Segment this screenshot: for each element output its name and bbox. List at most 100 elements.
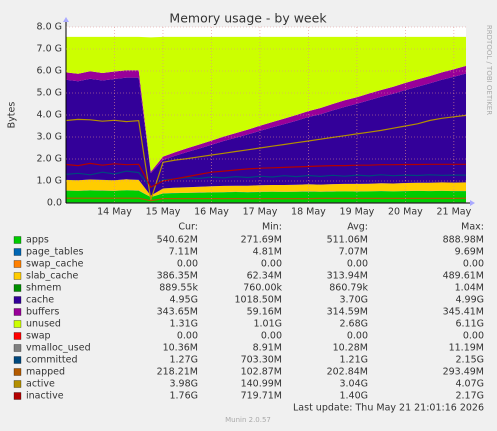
stat-value: 0.00 (463, 259, 484, 270)
legend-swatch (13, 332, 22, 340)
stat-value: 0.00 (177, 259, 198, 270)
stat-value: 7.07M (339, 247, 368, 258)
legend-label: committed (26, 355, 78, 366)
last-update: Last update: Thu May 21 21:01:16 2026 (293, 403, 484, 414)
legend-label: cache (26, 295, 54, 306)
stat-value: 59.16M (247, 307, 282, 318)
legend-swatch (13, 284, 22, 292)
legend-label: unused (26, 319, 61, 330)
y-tick-label: 6.0 G (37, 66, 63, 77)
legend-swatch (13, 344, 22, 352)
area-apps (66, 190, 466, 203)
stat-value: 0.00 (261, 259, 282, 270)
stat-value: 889.55k (159, 283, 198, 294)
legend-swatch (13, 308, 22, 316)
x-tick-label: 19 May (340, 207, 375, 218)
stat-value: 1.04M (455, 283, 484, 294)
stat-value: 218.21M (157, 367, 198, 378)
stat-value: 4.99G (455, 295, 484, 306)
x-tick-label: 17 May (243, 207, 278, 218)
y-tick-label: 8.0 G (37, 22, 63, 33)
version: Munin 2.0.57 (225, 416, 271, 424)
line-active (65, 114, 467, 201)
stat-value: 11.19M (449, 343, 484, 354)
stat-header: Min: (262, 222, 282, 233)
stat-value: 3.70G (339, 295, 368, 306)
x-arrow (470, 200, 475, 206)
legend-label: inactive (26, 391, 64, 402)
stat-value: 0.00 (261, 331, 282, 342)
x-tick-label: 16 May (194, 207, 229, 218)
stat-value: 314.59M (327, 307, 368, 318)
legend-swatch (13, 248, 22, 256)
stat-value: 0.00 (347, 259, 368, 270)
stat-value: 8.91M (253, 343, 282, 354)
y-tick-label: 1.0 G (37, 176, 63, 187)
stat-value: 540.62M (157, 235, 198, 246)
stat-value: 1.27G (169, 355, 198, 366)
x-tick-label: 21 May (437, 207, 472, 218)
legend-swatch (13, 272, 22, 280)
stat-value: 1.76G (169, 391, 198, 402)
legend-label: active (26, 379, 55, 390)
stat-value: 4.95G (169, 295, 198, 306)
y-tick-label: 3.0 G (37, 132, 63, 143)
stat-value: 9.69M (455, 247, 484, 258)
stat-value: 3.98G (169, 379, 198, 390)
legend-swatch (13, 380, 22, 388)
x-tick-label: 15 May (146, 207, 181, 218)
stat-value: 313.94M (327, 271, 368, 282)
x-tick-label: 18 May (291, 207, 326, 218)
legend-swatch (13, 236, 22, 244)
stat-value: 343.65M (157, 307, 198, 318)
line-inactive (65, 162, 466, 189)
legend-label: page_tables (26, 247, 84, 258)
stat-value: 1.21G (339, 355, 368, 366)
stat-value: 293.49M (443, 367, 484, 378)
stat-header: Avg: (347, 222, 368, 233)
legend-swatch (13, 368, 22, 376)
stat-value: 511.06M (327, 235, 368, 246)
stat-value: 102.87M (241, 367, 282, 378)
area-buffers (66, 65, 466, 174)
stat-value: 6.11G (455, 319, 484, 330)
stat-value: 4.81M (253, 247, 282, 258)
x-tick-label: 20 May (388, 207, 423, 218)
x-tick-label: 14 May (97, 207, 132, 218)
legend-swatch (13, 296, 22, 304)
legend-swatch (13, 356, 22, 364)
chart-title: Memory usage - by week (169, 11, 327, 26)
stat-value: 719.71M (241, 391, 282, 402)
stat-header: Cur: (178, 222, 198, 233)
legend-label: apps (26, 235, 49, 246)
stat-value: 888.98M (443, 235, 484, 246)
y-tick-label: 2.0 G (37, 154, 63, 165)
side-note: RRDTOOL / TOBI OETIKER (485, 25, 493, 115)
stat-value: 489.61M (443, 271, 484, 282)
stat-header: Max: (461, 222, 484, 233)
stat-value: 1.01G (253, 319, 282, 330)
stat-value: 1.40G (339, 391, 368, 402)
stat-value: 0.00 (177, 331, 198, 342)
legend-label: buffers (26, 307, 59, 318)
area-slab-cache (66, 179, 466, 197)
legend-swatch (13, 260, 22, 268)
y-arrow (63, 17, 69, 22)
plot (65, 36, 467, 204)
stat-value: 2.17G (455, 391, 484, 402)
stat-value: 760.00k (243, 283, 282, 294)
legend-label: mapped (26, 367, 65, 378)
y-tick-label: 0.0 (47, 198, 62, 209)
legend-label: vmalloc_used (26, 343, 91, 354)
y-tick-label: 4.0 G (37, 110, 63, 121)
stat-value: 1.31G (169, 319, 198, 330)
stat-value: 703.30M (241, 355, 282, 366)
legend-label: shmem (26, 283, 61, 294)
legend-label: swap_cache (26, 259, 84, 270)
area-unused (66, 36, 466, 172)
y-axis-label: Bytes (7, 102, 18, 129)
stat-value: 345.41M (443, 307, 484, 318)
stat-value: 2.68G (339, 319, 368, 330)
